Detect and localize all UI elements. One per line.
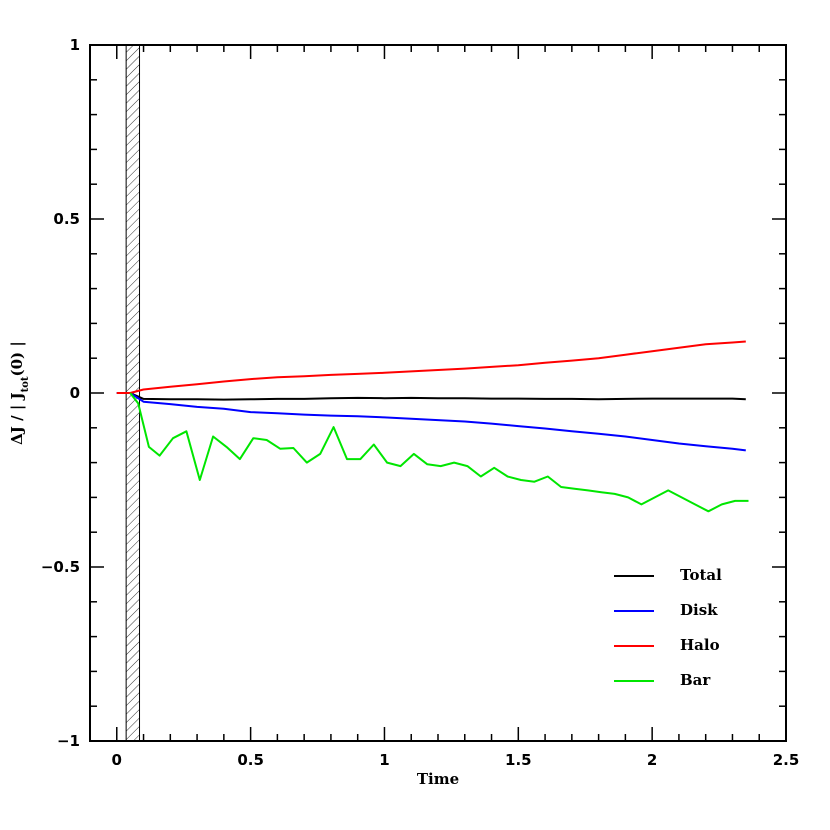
y-tick-label: 1: [70, 36, 80, 54]
y-tick-label: 0: [70, 384, 80, 402]
x-axis-label: Time: [417, 770, 459, 788]
x-tick-label: 0: [112, 751, 122, 769]
x-tick-label: 2.5: [773, 751, 800, 769]
legend-label-disk: Disk: [680, 601, 718, 619]
legend-label-halo: Halo: [680, 636, 720, 654]
x-tick-label: 1.5: [505, 751, 532, 769]
plot-frame: [89, 44, 787, 742]
legend-label-bar: Bar: [680, 671, 711, 689]
series-line-halo: [116, 340, 746, 394]
y-axis-label-subscript: tot: [20, 376, 31, 392]
series-line-disk: [116, 392, 746, 452]
y-tick-label: −1: [57, 732, 80, 750]
y-tick-label: −0.5: [41, 558, 80, 576]
legend-label-total: Total: [680, 566, 722, 584]
y-axis-label-prefix: ΔJ / | J: [8, 392, 26, 444]
x-tick-label: 1: [379, 751, 389, 769]
legend: Total Disk Halo Bar: [614, 566, 722, 689]
y-tick-label: 0.5: [53, 210, 80, 228]
series-line-total: [116, 392, 746, 401]
series-line-bar: [129, 392, 749, 513]
y-axis-label: ΔJ / | Jtot(0) |: [8, 341, 31, 445]
series-layer: [116, 340, 749, 513]
x-tick-label: 2: [647, 751, 657, 769]
x-tick-label: 0.5: [237, 751, 264, 769]
y-axis-label-suffix: (0) |: [8, 341, 26, 376]
